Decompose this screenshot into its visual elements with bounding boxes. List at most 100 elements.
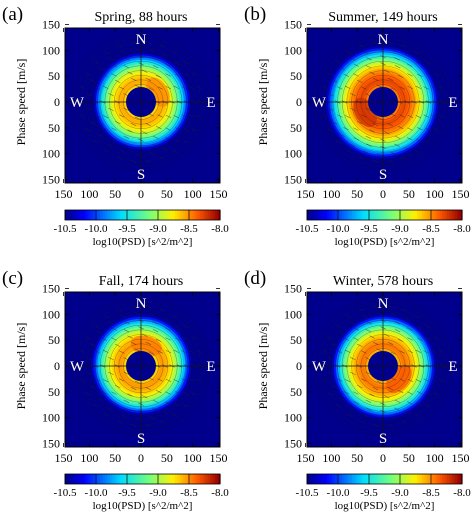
colorbar-segment: [414, 474, 418, 484]
direction-arrow: [119, 114, 125, 118]
colorbar-segment: [412, 210, 416, 220]
colorbar-segment: [377, 210, 381, 220]
direction-arrow: [331, 79, 338, 83]
direction-arrow: [343, 127, 349, 131]
direction-arrow: [376, 47, 383, 51]
direction-arrow: [425, 60, 431, 64]
y-tick-label: 150: [42, 282, 60, 296]
direction-arrow: [189, 350, 195, 354]
colorbar-segment: [125, 210, 129, 220]
colorbar: -10.5 -10.0 -9.5 -9.0 -8.5 -8.0 log10(PSD) [s^…: [296, 473, 471, 512]
direction-arrow: [120, 50, 127, 54]
direction-arrow: [387, 77, 394, 81]
direction-arrow: [350, 357, 356, 361]
colorbar-segment: [352, 474, 356, 484]
colorbar-segment: [314, 474, 318, 484]
direction-arrow: [369, 129, 375, 133]
direction-arrow: [172, 149, 178, 153]
direction-arrow: [155, 74, 162, 79]
direction-arrow: [337, 114, 343, 118]
direction-arrow: [148, 87, 155, 91]
direction-arrow: [387, 123, 394, 127]
colorbar-label: log10(PSD) [s^2/m^2]: [93, 236, 193, 248]
y-tick-label: 100: [42, 43, 60, 57]
colorbar-segment: [155, 210, 159, 220]
colorbar-segment: [449, 474, 453, 484]
direction-arrow: [127, 71, 133, 75]
colorbar-segment: [409, 474, 413, 484]
direction-arrow: [85, 72, 91, 76]
colorbar-segment: [324, 474, 328, 484]
direction-arrow: [155, 389, 162, 394]
direction-arrow: [390, 152, 397, 156]
colorbar-segment: [307, 474, 311, 484]
direction-arrow: [111, 127, 117, 131]
direction-arrow: [85, 392, 91, 396]
direction-arrow: [397, 338, 404, 343]
y-tick-label: 50: [290, 121, 302, 135]
colorbar-segment: [147, 474, 151, 484]
y-axis-label: Phase speed [m/s]: [256, 323, 270, 410]
compass-east: E: [206, 359, 215, 375]
direction-arrow: [157, 86, 163, 90]
colorbar-segment: [145, 210, 149, 220]
colorbar-segment: [182, 210, 186, 220]
colorbar-segment: [334, 210, 338, 220]
colorbar-segment: [454, 210, 458, 220]
direction-arrow: [134, 348, 141, 352]
direction-arrow: [191, 336, 197, 340]
colorbar-segment: [202, 474, 206, 484]
x-tick-label: 50: [403, 451, 415, 465]
direction-arrow: [189, 378, 195, 382]
panel-title: Spring, 88 hours: [95, 10, 188, 25]
direction-arrow: [89, 79, 96, 83]
direction-arrow: [416, 138, 422, 143]
colorbar-tick-label: -9.5: [118, 223, 136, 235]
colorbar-segment: [362, 474, 366, 484]
colorbar-segment: [434, 474, 438, 484]
direction-arrow: [89, 385, 96, 389]
direction-arrow: [172, 51, 178, 55]
y-tick-label: 150: [284, 437, 302, 451]
direction-arrow: [425, 404, 431, 408]
colorbar-segment: [82, 210, 86, 220]
direction-arrow: [131, 423, 137, 428]
colorbar-segment: [70, 474, 74, 484]
colorbar-segment: [324, 210, 328, 220]
colorbar-segment: [125, 474, 129, 484]
compass-west: W: [70, 95, 85, 111]
colorbar-segment: [162, 474, 166, 484]
direction-arrow: [80, 114, 86, 118]
colorbar-segment: [379, 474, 383, 484]
colorbar-segment: [102, 210, 106, 220]
x-tick-label: 50: [109, 451, 121, 465]
direction-arrow: [407, 114, 414, 118]
x-tick-label: 150: [297, 451, 315, 465]
direction-arrow: [346, 413, 352, 417]
direction-arrow: [107, 407, 114, 411]
colorbar-segment: [167, 474, 171, 484]
direction-arrow: [415, 85, 422, 89]
direction-arrow: [120, 314, 127, 318]
colorbar-segment: [362, 210, 366, 220]
direction-arrow: [322, 378, 328, 382]
compass-west: W: [312, 95, 327, 111]
direction-arrow: [165, 114, 172, 118]
direction-arrow: [142, 69, 148, 73]
plot-frame: [64, 27, 221, 184]
direction-arrow: [328, 93, 334, 97]
x-tick-label: 150: [55, 451, 73, 465]
colorbar-segment: [67, 474, 71, 484]
direction-arrow: [115, 120, 121, 125]
colorbar-segment: [160, 210, 164, 220]
direction-arrow: [415, 379, 422, 383]
direction-arrow: [181, 114, 187, 118]
direction-arrow: [123, 135, 130, 139]
colorbar-segment: [100, 210, 104, 220]
direction-arrow: [130, 77, 137, 81]
compass-south: S: [379, 167, 387, 183]
direction-arrow: [162, 53, 168, 57]
colorbar-segment: [180, 210, 184, 220]
